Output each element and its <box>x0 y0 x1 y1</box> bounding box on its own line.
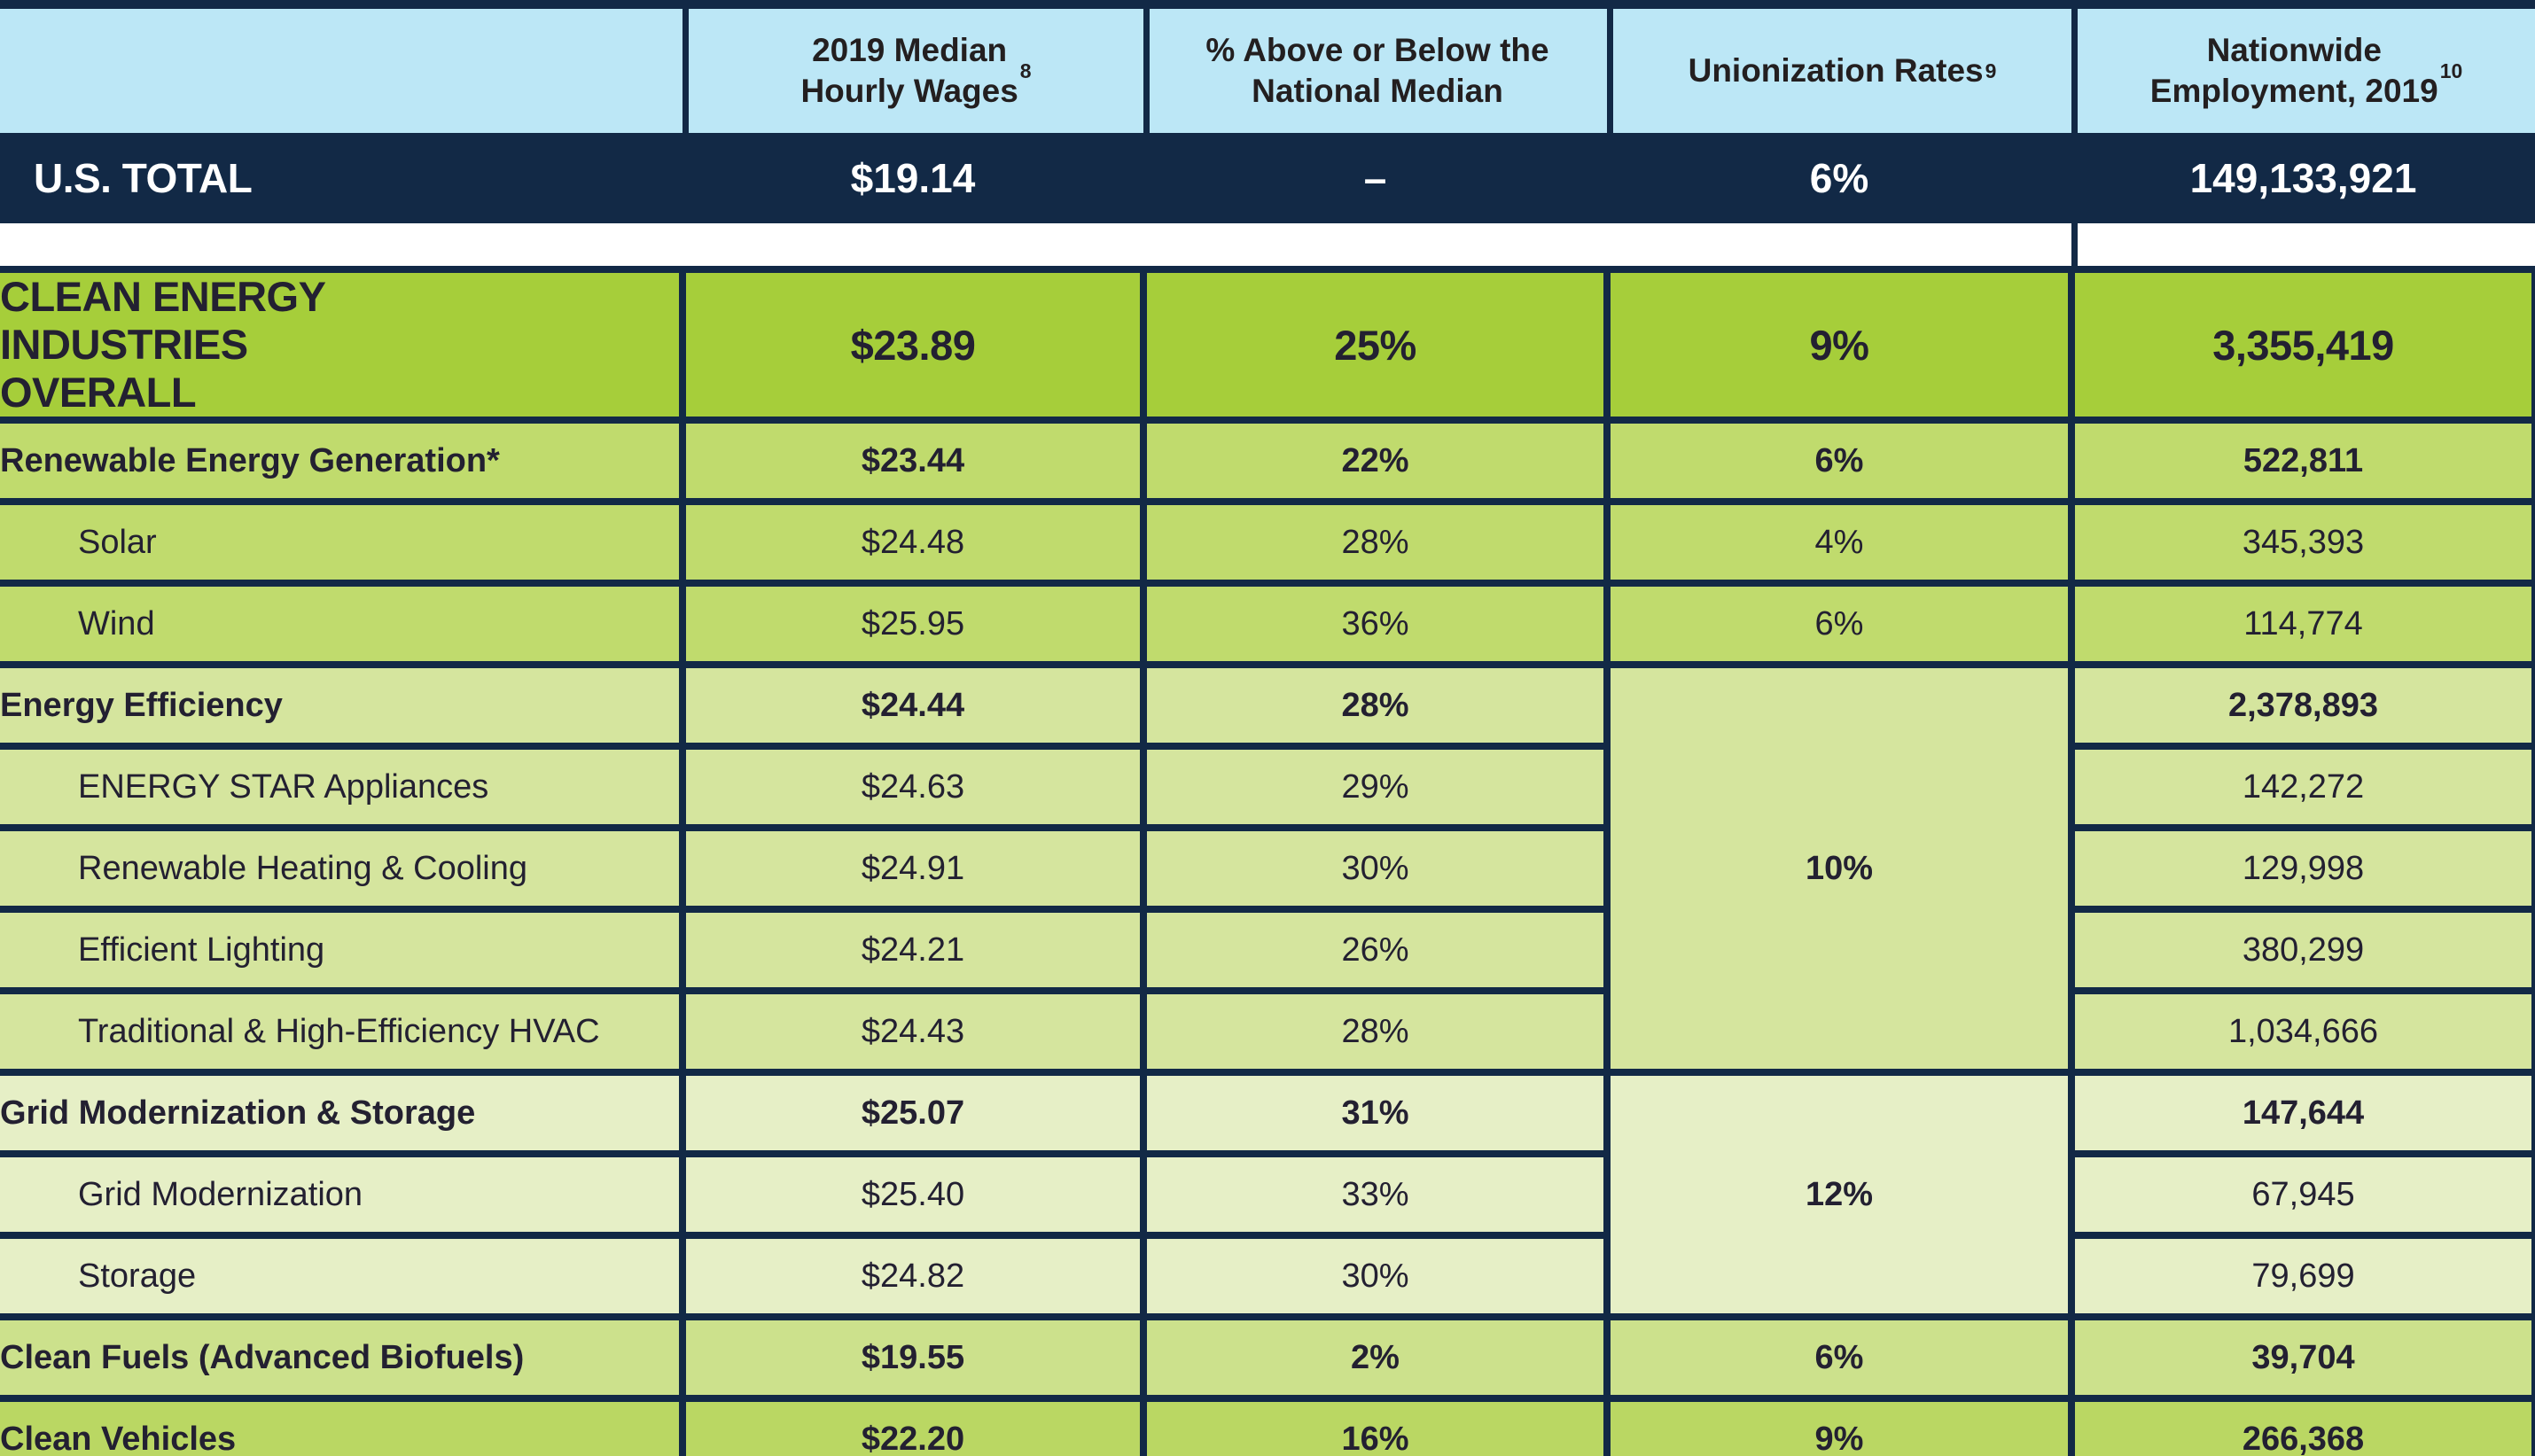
table-row: Solar $24.48 28% 4% 345,393 <box>0 498 2535 588</box>
row-label: Clean Vehicles <box>0 1395 686 1456</box>
header-cell-nationwide-employment: Nationwide Employment, 2019 10 <box>2071 9 2535 133</box>
white-gap <box>0 223 2535 266</box>
gap-column-divider <box>2071 223 2078 266</box>
row-employment: 129,998 <box>2068 824 2535 914</box>
us-total-label: U.S. TOTAL <box>34 155 253 201</box>
row-pct: 2% <box>1140 1313 1611 1403</box>
row-union: 9% <box>1603 265 2075 424</box>
row-union-merged: 12% <box>1603 1069 2075 1321</box>
us-total-row: U.S. TOTAL $19.14 – 6% 149,133,921 <box>0 133 2535 223</box>
row-wage: $24.48 <box>679 498 1147 588</box>
row-pct: 28% <box>1140 498 1611 588</box>
row-wage: $25.95 <box>679 580 1147 669</box>
row-label: ENERGY STAR Appliances <box>0 743 686 832</box>
row-employment: 266,368 <box>2068 1395 2535 1456</box>
us-total-pct: – <box>1363 155 1387 201</box>
table-row: Grid Modernization & Storage $25.07 31% … <box>0 1069 2535 1321</box>
table-row: Renewable Heating & Cooling $24.91 30% 1… <box>0 824 2535 914</box>
row-wage: $24.63 <box>679 743 1147 832</box>
table-row: Grid Modernization $25.40 33% 67,945 <box>0 1150 2535 1240</box>
row-label: Renewable Energy Generation* <box>0 417 686 506</box>
row-employment: 147,644 <box>2068 1069 2535 1158</box>
header-cell-industry <box>0 9 682 133</box>
row-pct: 30% <box>1140 1232 1611 1321</box>
row-union: 6% <box>1603 580 2075 669</box>
table-row: Efficient Lighting $24.21 26% 380,299 <box>0 906 2535 995</box>
row-employment: 67,945 <box>2068 1150 2535 1240</box>
row-union: 6% <box>1603 417 2075 506</box>
row-employment: 142,272 <box>2068 743 2535 832</box>
row-employment: 39,704 <box>2068 1313 2535 1403</box>
row-pct: 30% <box>1140 824 1611 914</box>
header-cell-pct-vs-national-median: % Above or Below the National Median <box>1143 9 1607 133</box>
row-pct: 33% <box>1140 1150 1611 1240</box>
row-pct: 29% <box>1140 743 1611 832</box>
row-pct: 26% <box>1140 906 1611 995</box>
row-wage: $23.89 <box>679 265 1147 424</box>
row-label: Storage <box>0 1232 686 1321</box>
row-label: Clean Fuels (Advanced Biofuels) <box>0 1313 686 1403</box>
row-employment: 79,699 <box>2068 1232 2535 1321</box>
row-pct: 28% <box>1140 987 1611 1077</box>
row-union: 9% <box>1603 1395 2075 1456</box>
row-employment: 522,811 <box>2068 417 2535 506</box>
table-row: Energy Efficiency $24.44 28% 10% 2,378,8… <box>0 661 2535 1077</box>
row-employment: 2,378,893 <box>2068 661 2535 751</box>
table-top-border <box>0 0 2535 9</box>
table-row: Wind $25.95 36% 6% 114,774 <box>0 580 2535 669</box>
row-employment: 1,034,666 <box>2068 987 2535 1077</box>
table-row: Renewable Energy Generation* $23.44 22% … <box>0 417 2535 506</box>
row-wage: $24.44 <box>679 661 1147 751</box>
header-cell-unionization-rates: Unionization Rates 9 <box>1607 9 2071 133</box>
row-pct: 22% <box>1140 417 1611 506</box>
table-row: Clean Fuels (Advanced Biofuels) $19.55 2… <box>0 1313 2535 1403</box>
row-wage: $24.43 <box>679 987 1147 1077</box>
row-wage: $22.20 <box>679 1395 1147 1456</box>
row-union: 6% <box>1603 1313 2075 1403</box>
row-union: 4% <box>1603 498 2075 588</box>
row-pct: 25% <box>1140 265 1611 424</box>
row-pct: 28% <box>1140 661 1611 751</box>
header-cell-median-wages: 2019 Median Hourly Wages 8 <box>682 9 1143 133</box>
row-union-merged: 10% <box>1603 661 2075 1077</box>
row-wage: $24.82 <box>679 1232 1147 1321</box>
row-label: CLEAN ENERGY INDUSTRIES OVERALL <box>0 265 686 424</box>
row-label: Grid Modernization & Storage <box>0 1069 686 1158</box>
row-employment: 114,774 <box>2068 580 2535 669</box>
row-label: Wind <box>0 580 686 669</box>
row-pct: 31% <box>1140 1069 1611 1158</box>
row-label: Efficient Lighting <box>0 906 686 995</box>
row-wage: $25.40 <box>679 1150 1147 1240</box>
row-wage: $23.44 <box>679 417 1147 506</box>
us-total-wage: $19.14 <box>850 155 976 201</box>
row-label: Energy Efficiency <box>0 661 686 751</box>
table-header-row: 2019 Median Hourly Wages 8 % Above or Bel… <box>0 9 2535 133</box>
table-row: CLEAN ENERGY INDUSTRIES OVERALL $23.89 2… <box>0 265 2535 424</box>
row-employment: 3,355,419 <box>2068 265 2535 424</box>
row-wage: $19.55 <box>679 1313 1147 1403</box>
row-label: Solar <box>0 498 686 588</box>
row-wage: $24.21 <box>679 906 1147 995</box>
us-total-union: 6% <box>1809 155 1869 201</box>
table-row: Storage $24.82 30% 79,699 <box>0 1232 2535 1321</box>
table-row: Traditional & High-Efficiency HVAC $24.4… <box>0 987 2535 1077</box>
row-label: Traditional & High-Efficiency HVAC <box>0 987 686 1077</box>
row-wage: $24.91 <box>679 824 1147 914</box>
row-pct: 16% <box>1140 1395 1611 1456</box>
us-total-employment: 149,133,921 <box>2189 155 2417 201</box>
row-wage: $25.07 <box>679 1069 1147 1158</box>
clean-energy-industries-table: CLEAN ENERGY INDUSTRIES OVERALL $23.89 2… <box>0 265 2535 1456</box>
row-employment: 380,299 <box>2068 906 2535 995</box>
row-pct: 36% <box>1140 580 1611 669</box>
row-label: Grid Modernization <box>0 1150 686 1240</box>
row-employment: 345,393 <box>2068 498 2535 588</box>
row-label: Renewable Heating & Cooling <box>0 824 686 914</box>
table-row: ENERGY STAR Appliances $24.63 29% 142,27… <box>0 743 2535 832</box>
table-row: Clean Vehicles $22.20 16% 9% 266,368 <box>0 1395 2535 1456</box>
